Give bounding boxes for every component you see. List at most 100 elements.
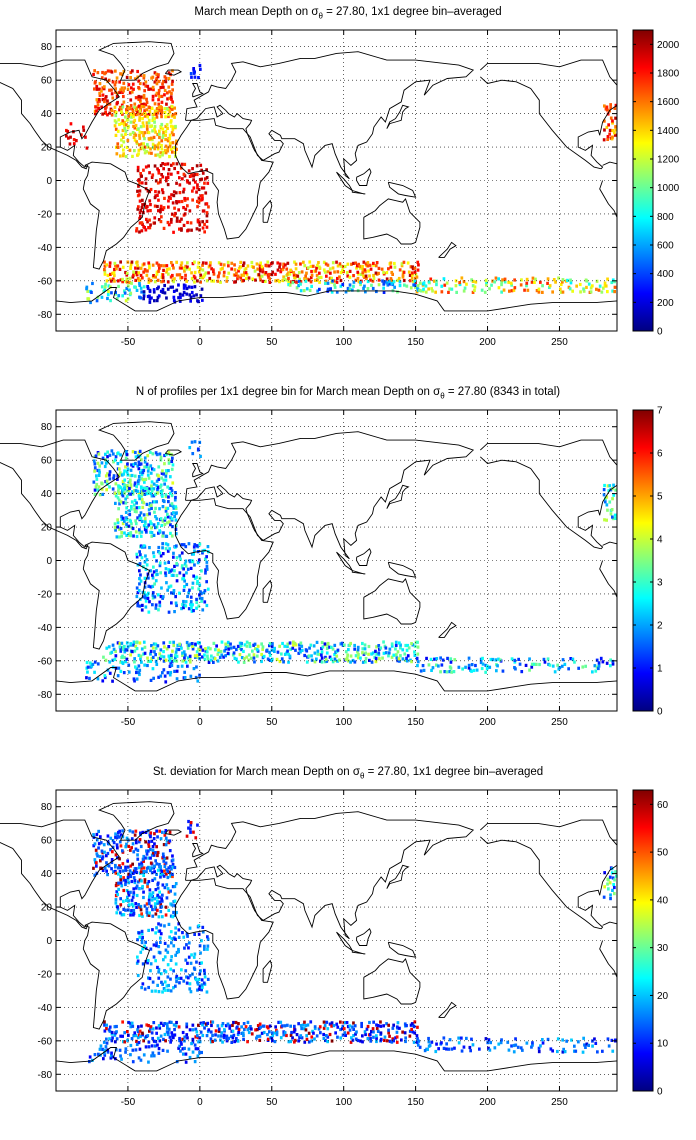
data-cell: [195, 1030, 199, 1034]
data-cell: [173, 514, 176, 519]
data-cell: [151, 646, 155, 650]
data-cell: [171, 872, 174, 876]
data-cell: [167, 908, 171, 912]
data-cell: [398, 659, 401, 663]
data-cell: [146, 491, 150, 496]
data-cell: [138, 133, 141, 138]
data-cell: [119, 649, 123, 653]
data-cell: [359, 280, 362, 284]
data-cell: [100, 481, 103, 485]
data-cell: [148, 171, 151, 175]
data-cell: [471, 279, 475, 283]
data-cell: [100, 461, 104, 465]
x-tick-label: 250: [551, 1097, 568, 1108]
data-cell: [196, 1054, 200, 1058]
data-cell: [113, 491, 117, 495]
data-cell: [445, 1042, 448, 1046]
y-tick-label: 80: [41, 802, 53, 813]
data-cell: [164, 516, 167, 520]
data-cell: [132, 120, 136, 124]
data-cell: [147, 137, 151, 141]
data-cell: [116, 892, 119, 897]
data-cell: [609, 512, 613, 516]
data-cell: [398, 1026, 401, 1030]
data-cell: [577, 666, 580, 670]
data-cell: [547, 662, 550, 666]
data-cell: [201, 261, 205, 265]
data-cell: [85, 285, 89, 289]
data-cell: [216, 1024, 220, 1028]
data-cell: [387, 279, 391, 284]
data-cell: [150, 893, 153, 897]
data-cell: [123, 120, 126, 124]
data-cell: [158, 507, 161, 511]
data-cell: [363, 647, 367, 651]
data-cell: [100, 285, 104, 289]
data-cell: [471, 290, 475, 294]
data-cell: [378, 647, 381, 651]
data-cell: [268, 1024, 272, 1028]
data-cell: [335, 260, 338, 264]
data-cell: [236, 277, 239, 281]
data-cell: [110, 1054, 113, 1058]
data-cell: [170, 568, 174, 572]
data-cell: [249, 1025, 252, 1029]
data-cell: [205, 567, 209, 571]
data-cell: [363, 1030, 367, 1034]
data-cell: [95, 87, 99, 91]
data-cell: [381, 279, 384, 283]
data-cell: [549, 1047, 553, 1051]
data-cell: [199, 645, 203, 649]
data-cell: [177, 947, 180, 952]
data-cell: [302, 260, 305, 264]
data-cell: [136, 516, 139, 520]
data-cell: [242, 273, 245, 277]
data-cell: [101, 456, 105, 460]
data-cell: [439, 670, 442, 674]
data-cell: [161, 542, 164, 546]
data-cell: [173, 669, 176, 673]
data-cell: [168, 144, 172, 148]
data-cell: [539, 1044, 542, 1048]
data-cell: [157, 209, 160, 213]
data-cell: [242, 261, 246, 265]
data-cell: [422, 668, 426, 672]
data-cell: [401, 657, 405, 661]
data-cell: [348, 287, 352, 291]
data-cell: [120, 72, 124, 77]
data-cell: [161, 188, 164, 192]
data-cell: [209, 261, 212, 265]
data-cell: [573, 1044, 576, 1048]
data-cell: [171, 1033, 174, 1037]
data-cell: [98, 470, 101, 474]
data-cell: [435, 663, 438, 667]
data-cell: [594, 1041, 598, 1045]
data-cell: [364, 1032, 367, 1037]
data-cell: [161, 830, 164, 834]
data-cell: [174, 491, 177, 495]
data-cell: [173, 498, 177, 502]
data-cell: [270, 644, 274, 649]
data-cell: [608, 500, 612, 504]
data-cell: [538, 662, 541, 667]
data-cell: [184, 660, 188, 664]
data-cell: [372, 1030, 375, 1034]
data-cell: [188, 654, 192, 658]
data-cell: [126, 484, 129, 488]
data-cell: [410, 271, 414, 275]
data-cell: [191, 586, 194, 590]
data-cell: [375, 1036, 378, 1040]
data-cell: [613, 106, 617, 110]
data-cell: [163, 833, 167, 837]
data-cell: [121, 277, 124, 281]
data-cell: [262, 1030, 266, 1035]
data-cell: [139, 215, 142, 219]
data-cell: [121, 1020, 124, 1024]
data-cell: [184, 969, 188, 973]
data-cell: [168, 640, 172, 644]
data-cell: [199, 951, 202, 955]
data-cell: [156, 132, 159, 137]
data-cell: [116, 474, 120, 478]
data-cell: [151, 85, 155, 89]
data-cell: [141, 857, 145, 861]
